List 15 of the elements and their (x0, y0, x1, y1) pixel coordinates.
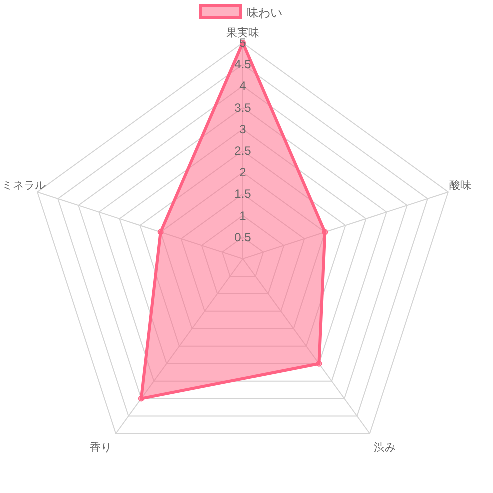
legend: 味わい (199, 4, 282, 20)
y-tick-label: 1 (240, 208, 247, 223)
legend-label: 味わい (246, 6, 282, 20)
spoke-label: 酸味 (449, 178, 472, 192)
y-tick-label: 4 (240, 79, 247, 94)
y-tick-label: 3 (240, 122, 247, 136)
y-tick-label: 2.5 (234, 144, 252, 158)
spoke-label: 香り (90, 440, 112, 454)
y-tick-label: 2 (240, 166, 247, 180)
y-tick-label: 1.5 (234, 187, 252, 202)
y-tick-label: 4.5 (234, 58, 252, 72)
y-tick-label: 0.5 (234, 230, 252, 244)
y-tick-label: 3.5 (234, 100, 252, 115)
spoke-label: ミネラル (2, 180, 46, 192)
spoke-label: 渋み (374, 440, 396, 454)
